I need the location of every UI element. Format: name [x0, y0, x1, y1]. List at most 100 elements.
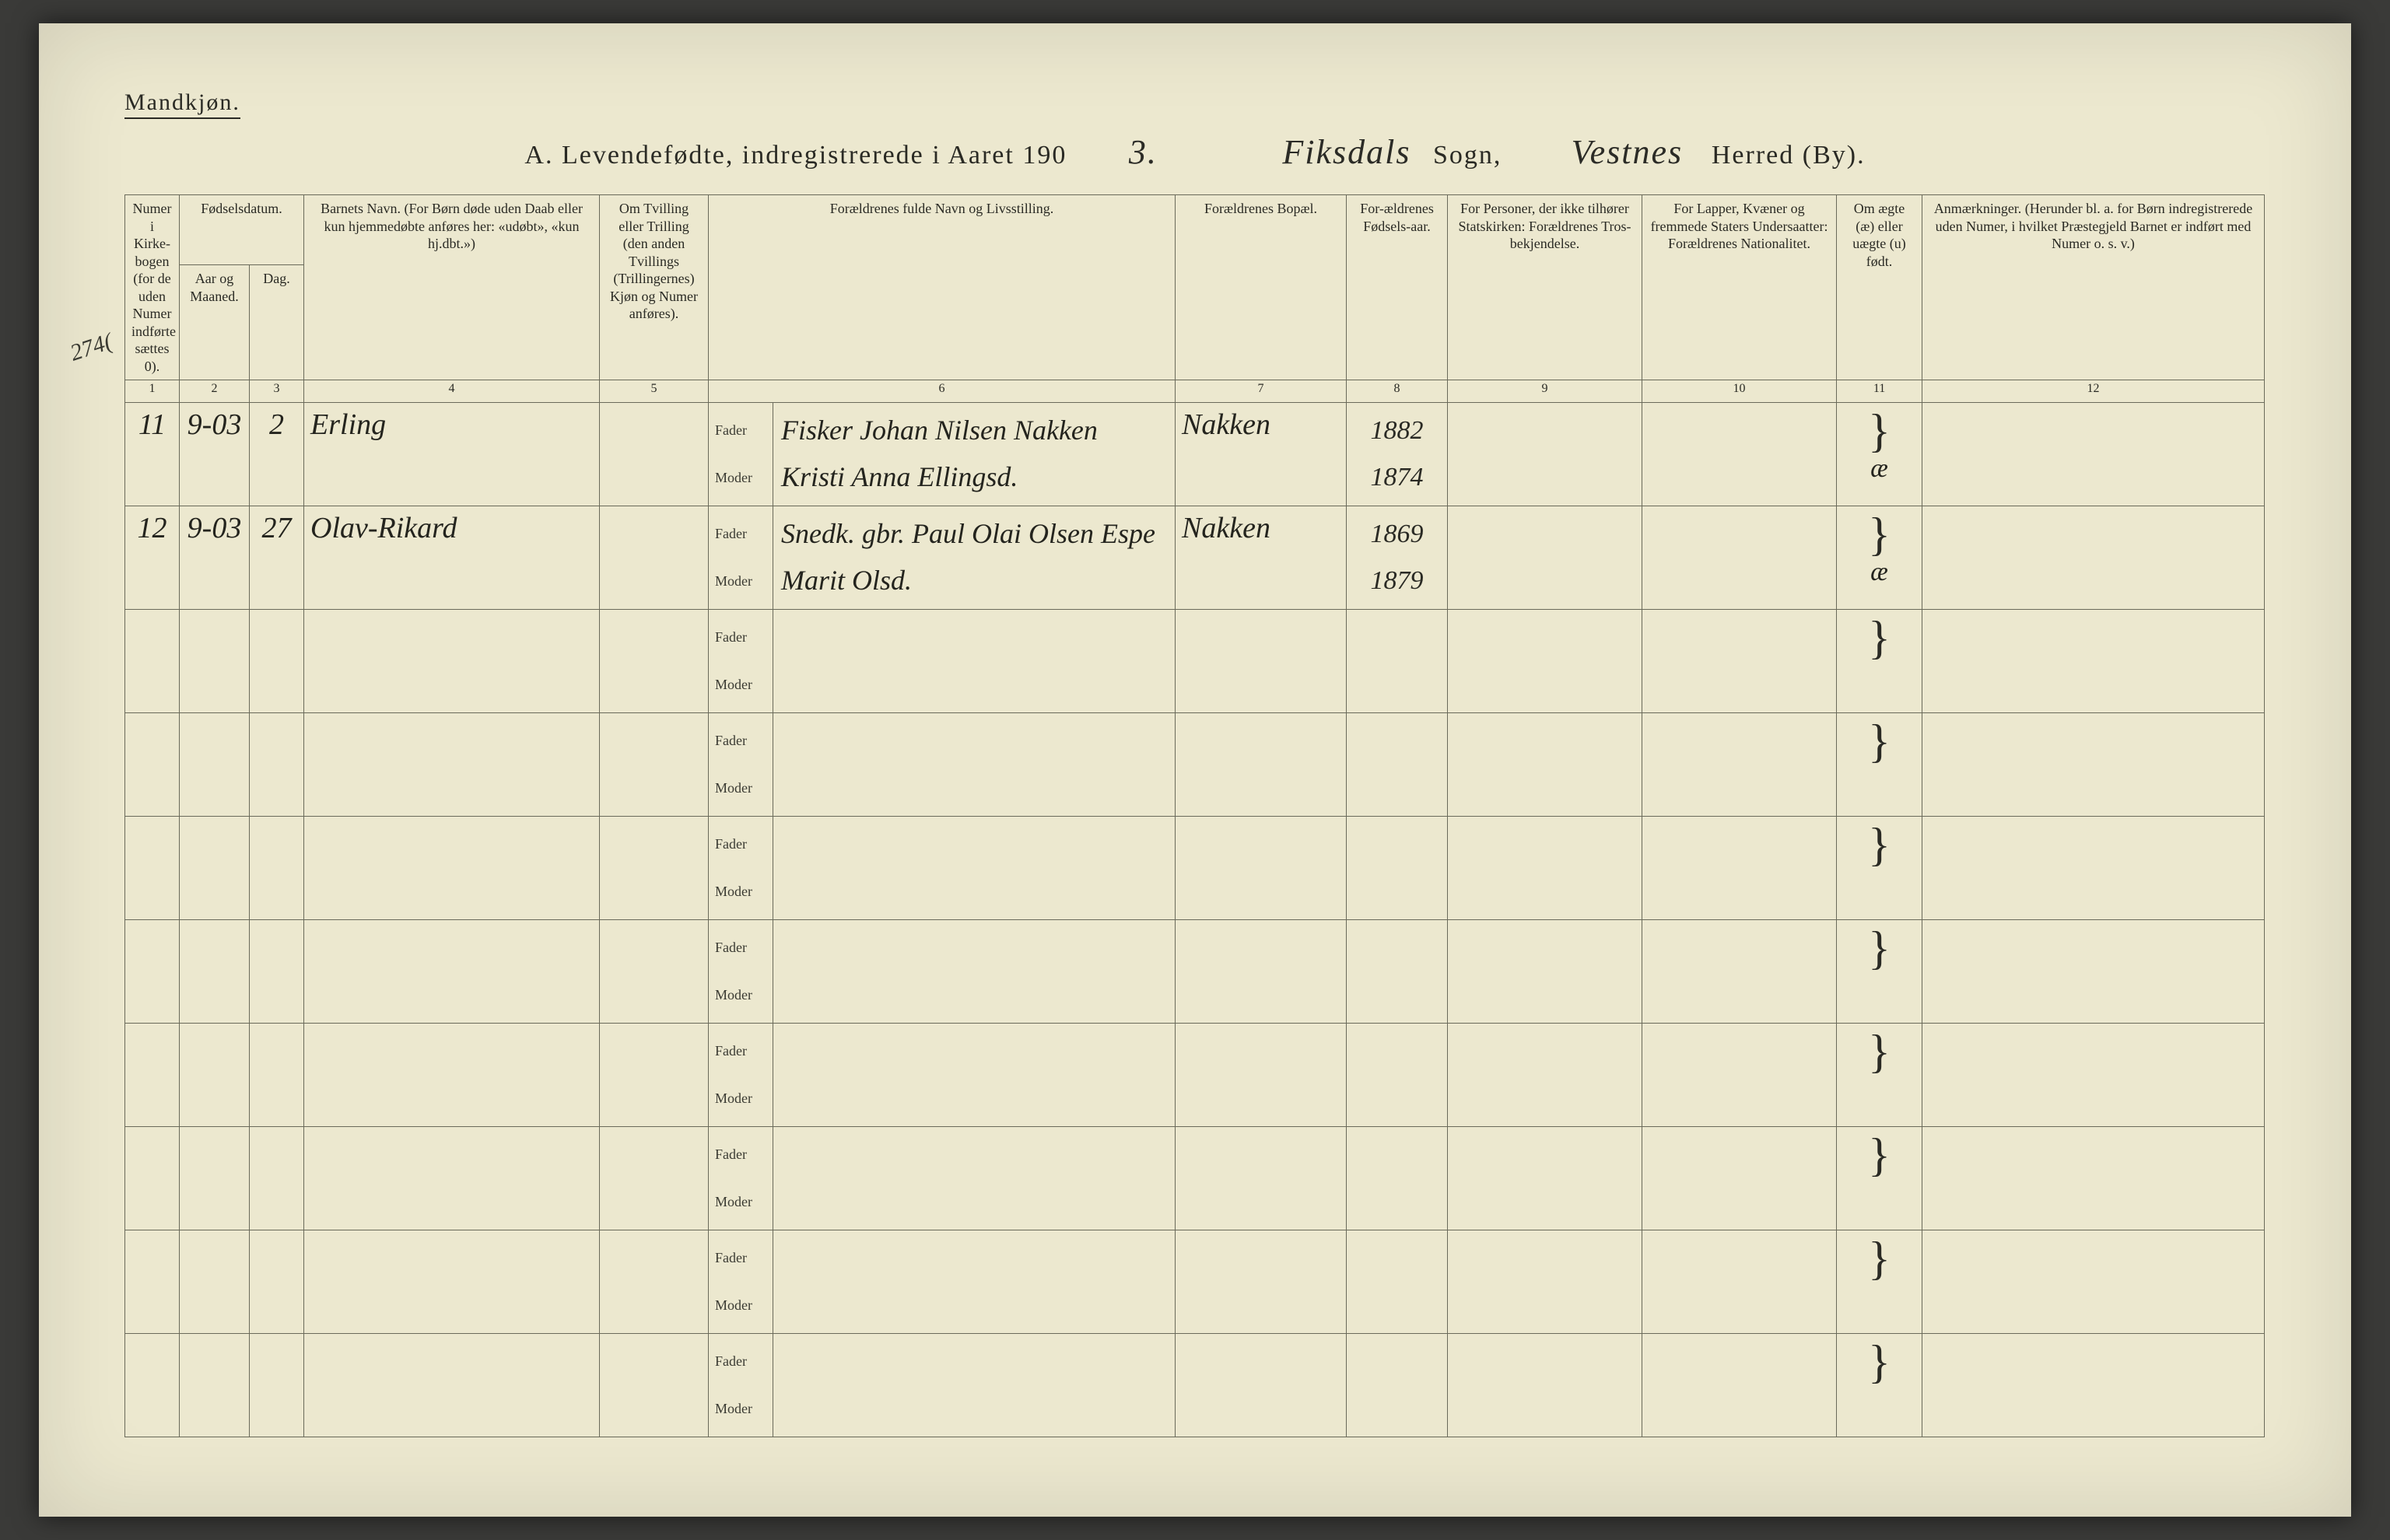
cell-child-name [304, 610, 600, 713]
sogn-label: Sogn, [1433, 141, 1502, 170]
father-label: Fader [715, 1353, 769, 1370]
colnum: 8 [1347, 380, 1448, 403]
colnum: 3 [250, 380, 304, 403]
mother-birth-year [1353, 765, 1441, 811]
father-birth-year [1353, 1339, 1441, 1385]
cell-num: 11 [125, 403, 180, 506]
cell-num [125, 1127, 180, 1230]
cell-num [125, 610, 180, 713]
table-row: FaderModer} [125, 1334, 2265, 1437]
cell-nationality [1642, 1334, 1837, 1437]
cell-nationality [1642, 1230, 1837, 1334]
colnum: 2 [180, 380, 250, 403]
mother-label: Moder [715, 1297, 769, 1314]
col-header-12: Anmærkninger. (Herunder bl. a. for Børn … [1922, 195, 2265, 380]
title-prefix: A. Levendefødte, indregistrerede i Aaret… [524, 141, 1067, 170]
cell-residence [1176, 1127, 1347, 1230]
cell-day: 27 [250, 506, 304, 610]
table-header: Numer i Kirke-bogen (for de uden Numer i… [125, 195, 2265, 380]
cell-child-name [304, 817, 600, 920]
cell-remarks [1922, 403, 2265, 506]
cell-parents: FaderModer [709, 920, 1176, 1024]
bracket-icon: } [1843, 511, 1915, 558]
cell-residence [1176, 1334, 1347, 1437]
mother-label: Moder [715, 677, 769, 693]
cell-num [125, 713, 180, 817]
cell-faith [1448, 1127, 1642, 1230]
cell-remarks [1922, 1230, 2265, 1334]
mother-label: Moder [715, 470, 769, 486]
cell-remarks [1922, 610, 2265, 713]
col-header-7: Forældrenes Bopæl. [1176, 195, 1347, 380]
mother-birth-year [1353, 868, 1441, 915]
col-header-1: Numer i Kirke-bogen (for de uden Numer i… [125, 195, 180, 380]
cell-day [250, 817, 304, 920]
column-number-row: 1 2 3 4 5 6 7 8 9 10 11 12 [125, 380, 2265, 403]
cell-legit: } [1837, 920, 1922, 1024]
cell-legit: } [1837, 713, 1922, 817]
father-birth-year [1353, 718, 1441, 765]
cell-child-name: Olav-Rikard [304, 506, 600, 610]
cell-twin [600, 610, 709, 713]
col-header-2: Aar og Maaned. [180, 265, 250, 380]
table-row: FaderModer} [125, 713, 2265, 817]
cell-year-month [180, 1024, 250, 1127]
col-header-6: Forældrenes fulde Navn og Livsstilling. [709, 195, 1176, 380]
mother-label: Moder [715, 573, 769, 590]
mother-birth-year [1353, 1075, 1441, 1122]
cell-nationality [1642, 506, 1837, 610]
cell-birth-years [1347, 1127, 1448, 1230]
mother-birth-year: 1879 [1353, 558, 1441, 604]
cell-parents: FaderSnedk. gbr. Paul Olai Olsen EspeMod… [709, 506, 1176, 610]
colnum: 1 [125, 380, 180, 403]
ledger-table-wrap: Numer i Kirke-bogen (for de uden Numer i… [124, 194, 2264, 1437]
cell-remarks [1922, 1127, 2265, 1230]
cell-parents: FaderModer [709, 1024, 1176, 1127]
mother-label: Moder [715, 1090, 769, 1107]
cell-day [250, 1334, 304, 1437]
cell-faith [1448, 610, 1642, 713]
cell-remarks [1922, 1024, 2265, 1127]
col-header-4: Barnets Navn. (For Børn døde uden Daab e… [304, 195, 600, 380]
cell-faith [1448, 506, 1642, 610]
father-birth-year [1353, 1132, 1441, 1178]
cell-nationality [1642, 610, 1837, 713]
cell-child-name [304, 713, 600, 817]
cell-day [250, 1127, 304, 1230]
cell-nationality [1642, 1024, 1837, 1127]
bracket-icon: } [1843, 925, 1915, 971]
cell-twin [600, 713, 709, 817]
cell-residence [1176, 920, 1347, 1024]
cell-residence [1176, 1024, 1347, 1127]
cell-day [250, 1230, 304, 1334]
cell-legit: } [1837, 1230, 1922, 1334]
father-birth-year [1353, 925, 1441, 971]
cell-parents: FaderModer [709, 817, 1176, 920]
colnum: 10 [1642, 380, 1837, 403]
cell-birth-years [1347, 610, 1448, 713]
mother-label: Moder [715, 884, 769, 900]
cell-birth-years [1347, 817, 1448, 920]
title-year-suffix: 3. [1067, 132, 1219, 173]
father-birth-year: 1869 [1353, 511, 1441, 558]
bracket-icon: } [1843, 1028, 1915, 1075]
father-label: Fader [715, 1250, 769, 1266]
colnum: 9 [1448, 380, 1642, 403]
col-header-11: Om ægte (æ) eller uægte (u) født. [1837, 195, 1922, 380]
cell-legit: } [1837, 1127, 1922, 1230]
cell-parents: FaderModer [709, 1127, 1176, 1230]
cell-year-month [180, 920, 250, 1024]
cell-num: 12 [125, 506, 180, 610]
cell-year-month [180, 713, 250, 817]
father-label: Fader [715, 733, 769, 749]
cell-birth-years [1347, 713, 1448, 817]
cell-residence [1176, 713, 1347, 817]
margin-annotation: 274( [67, 328, 116, 366]
cell-child-name [304, 1024, 600, 1127]
colnum: 5 [600, 380, 709, 403]
table-row: FaderModer} [125, 1024, 2265, 1127]
table-body: 1 2 3 4 5 6 7 8 9 10 11 12 119-032Erling… [125, 380, 2265, 1437]
mother-birth-year [1353, 971, 1441, 1018]
sogn-value: Fiksdals [1268, 132, 1425, 173]
cell-nationality [1642, 817, 1837, 920]
